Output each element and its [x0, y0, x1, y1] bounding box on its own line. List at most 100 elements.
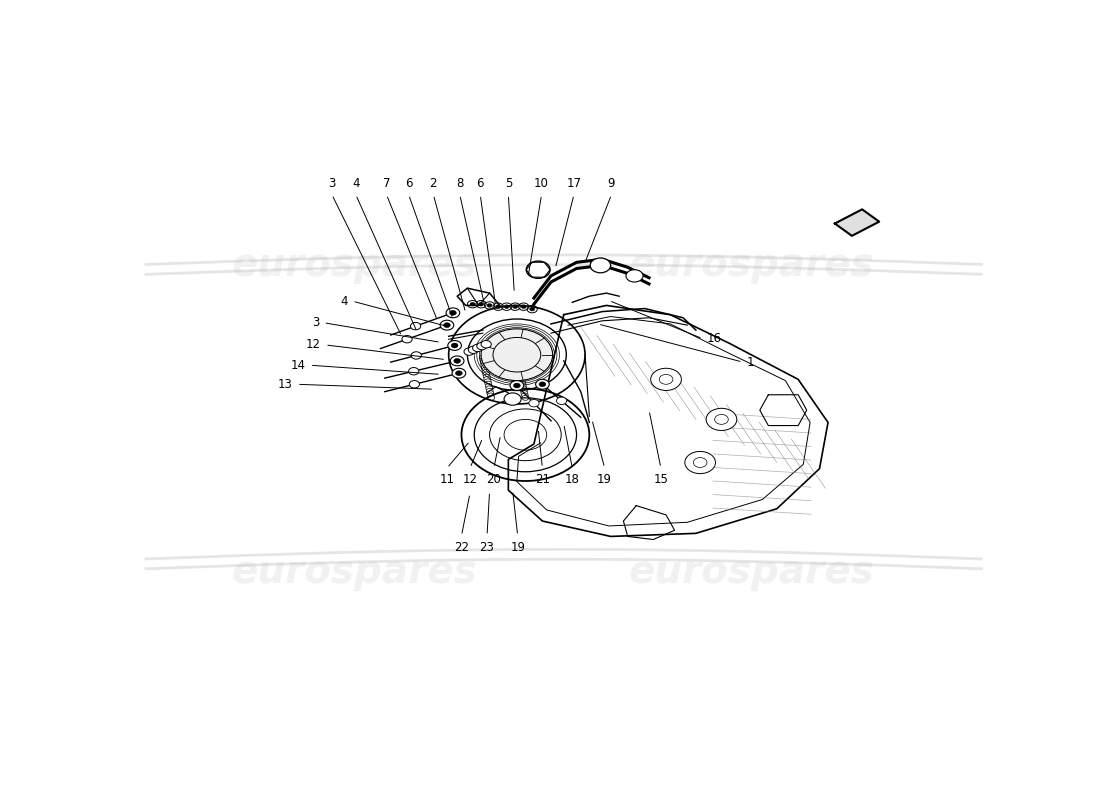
Circle shape	[514, 358, 520, 362]
Circle shape	[402, 335, 412, 343]
Text: 23: 23	[480, 541, 495, 554]
Text: 18: 18	[564, 473, 580, 486]
Circle shape	[504, 305, 509, 309]
Circle shape	[443, 322, 450, 328]
Circle shape	[515, 362, 521, 367]
Polygon shape	[835, 210, 879, 236]
Text: eurospares: eurospares	[628, 246, 874, 285]
Circle shape	[530, 307, 535, 311]
Circle shape	[454, 358, 461, 363]
Circle shape	[483, 374, 491, 379]
Text: 6: 6	[476, 177, 484, 190]
Text: eurospares: eurospares	[232, 246, 477, 285]
Circle shape	[447, 308, 460, 318]
Text: 15: 15	[653, 473, 669, 486]
Circle shape	[448, 341, 462, 350]
Text: 12: 12	[462, 473, 477, 486]
Circle shape	[483, 370, 490, 374]
Circle shape	[526, 261, 550, 278]
Text: 19: 19	[510, 541, 525, 554]
Text: 14: 14	[290, 358, 306, 372]
Text: eurospares: eurospares	[628, 553, 874, 590]
Circle shape	[440, 320, 454, 330]
Circle shape	[482, 365, 488, 370]
Circle shape	[410, 322, 420, 330]
Text: 5: 5	[505, 177, 512, 190]
Circle shape	[451, 343, 458, 348]
Circle shape	[520, 388, 527, 394]
Circle shape	[513, 305, 518, 309]
Text: 11: 11	[440, 473, 454, 486]
Circle shape	[450, 310, 456, 315]
Circle shape	[518, 377, 525, 382]
Text: eurospares: eurospares	[232, 553, 477, 590]
Circle shape	[452, 368, 465, 378]
Circle shape	[482, 367, 488, 372]
Circle shape	[514, 355, 520, 360]
Circle shape	[517, 370, 524, 374]
Circle shape	[483, 372, 490, 377]
Text: 17: 17	[566, 177, 582, 190]
Circle shape	[539, 382, 546, 386]
Circle shape	[515, 360, 521, 365]
Circle shape	[519, 382, 526, 386]
Circle shape	[464, 348, 474, 355]
Circle shape	[473, 344, 483, 352]
Circle shape	[521, 390, 528, 395]
Circle shape	[481, 341, 492, 348]
Circle shape	[517, 372, 524, 377]
Circle shape	[504, 393, 521, 406]
Circle shape	[536, 379, 549, 390]
Text: 7: 7	[383, 177, 390, 190]
Circle shape	[455, 370, 462, 376]
Circle shape	[522, 395, 529, 400]
Circle shape	[516, 367, 522, 372]
Circle shape	[520, 386, 527, 391]
Circle shape	[470, 302, 475, 306]
Text: 3: 3	[328, 177, 336, 190]
Text: 21: 21	[535, 473, 550, 486]
Circle shape	[488, 395, 495, 400]
Circle shape	[557, 397, 566, 405]
Circle shape	[485, 383, 492, 389]
Circle shape	[651, 368, 681, 390]
Circle shape	[481, 329, 552, 381]
Circle shape	[481, 360, 487, 365]
Circle shape	[484, 379, 492, 384]
Circle shape	[626, 270, 644, 282]
Circle shape	[518, 379, 526, 384]
Text: 8: 8	[456, 177, 463, 190]
Text: 4: 4	[341, 294, 348, 308]
Circle shape	[480, 358, 486, 362]
Circle shape	[411, 352, 421, 359]
Circle shape	[516, 365, 522, 370]
Circle shape	[487, 390, 494, 395]
Text: 10: 10	[535, 177, 549, 190]
Circle shape	[476, 342, 487, 350]
Text: 2: 2	[430, 177, 437, 190]
Circle shape	[517, 374, 525, 379]
Circle shape	[486, 386, 493, 391]
Circle shape	[484, 377, 491, 382]
Circle shape	[514, 383, 520, 388]
Circle shape	[478, 302, 484, 306]
Circle shape	[529, 399, 539, 407]
Text: 1: 1	[747, 356, 755, 369]
Circle shape	[510, 381, 524, 390]
Circle shape	[485, 382, 492, 386]
Circle shape	[519, 383, 526, 389]
Circle shape	[706, 408, 737, 430]
Circle shape	[480, 355, 486, 360]
Circle shape	[495, 305, 500, 309]
Circle shape	[486, 388, 493, 394]
Text: 6: 6	[405, 177, 412, 190]
Text: 16: 16	[707, 332, 722, 346]
Text: 20: 20	[486, 473, 502, 486]
Circle shape	[487, 393, 494, 398]
Circle shape	[469, 346, 478, 354]
Text: 9: 9	[607, 177, 615, 190]
Circle shape	[521, 305, 526, 309]
Text: 13: 13	[278, 378, 293, 390]
Circle shape	[487, 303, 492, 307]
Text: 4: 4	[352, 177, 360, 190]
